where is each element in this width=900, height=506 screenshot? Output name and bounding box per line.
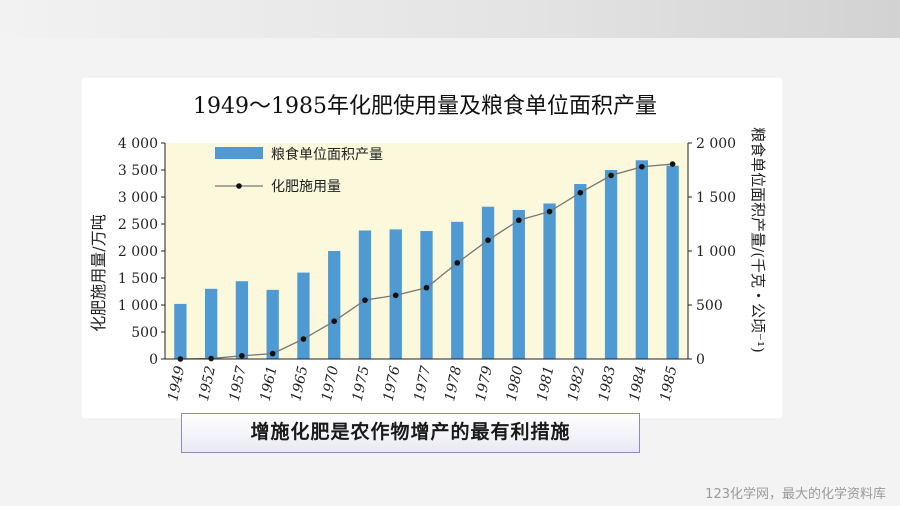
left-tick-label: 3 000 xyxy=(118,190,158,206)
point-fertilizer-1970 xyxy=(331,318,338,325)
x-tick-label: 1976 xyxy=(381,364,404,402)
bar-grain-yield-1965 xyxy=(297,272,310,359)
bar-grain-yield-1983 xyxy=(604,170,618,359)
left-tick-label: 500 xyxy=(131,325,158,341)
bar-grain-yield-1978 xyxy=(451,221,464,359)
x-tick-label: 1977 xyxy=(411,364,434,402)
point-fertilizer-1981 xyxy=(546,208,553,215)
right-tick-label: 1 500 xyxy=(696,190,736,206)
bar-grain-yield-1975 xyxy=(358,230,372,359)
point-fertilizer-1978 xyxy=(454,260,461,266)
bar-grain-yield-1985 xyxy=(666,165,679,359)
bars-group xyxy=(174,160,679,359)
left-tick-label: 1 000 xyxy=(118,298,158,314)
point-fertilizer-1979 xyxy=(485,237,491,243)
x-tick-label: 1978 xyxy=(442,364,465,402)
left-tick-label: 1 500 xyxy=(118,271,158,287)
x-tick-label: 1985 xyxy=(657,364,680,402)
x-tick-label: 1957 xyxy=(227,364,250,402)
point-fertilizer-1984 xyxy=(639,163,645,170)
x-tick-label: 1983 xyxy=(596,364,619,402)
x-tick-label: 1979 xyxy=(473,364,496,402)
bar-grain-yield-1970 xyxy=(328,251,341,359)
right-tick-label: 1 000 xyxy=(696,244,736,260)
bar-grain-yield-1949 xyxy=(174,303,187,359)
x-tick-label: 1970 xyxy=(319,364,342,402)
point-fertilizer-1961 xyxy=(269,350,276,357)
x-tick-label: 1952 xyxy=(196,364,219,402)
point-fertilizer-1982 xyxy=(577,189,584,196)
bar-grain-yield-1982 xyxy=(574,184,587,359)
point-fertilizer-1957 xyxy=(239,352,245,359)
bar-grain-yield-1984 xyxy=(635,160,649,359)
x-tick-label: 1980 xyxy=(504,364,527,402)
bar-grain-yield-1980 xyxy=(512,209,525,359)
left-tick-label: 3 500 xyxy=(118,163,158,179)
point-fertilizer-1980 xyxy=(515,217,522,224)
point-fertilizer-1975 xyxy=(362,297,368,303)
bar-grain-yield-1979 xyxy=(481,206,495,359)
x-tick-label: 1982 xyxy=(565,364,588,402)
right-tick-label: 500 xyxy=(696,298,723,314)
point-fertilizer-1983 xyxy=(608,172,614,179)
left-tick-label: 0 xyxy=(149,352,158,368)
axes-group: 0 500 1 000 1 500 2 000 2 500 3 000 3 500 4 000 0… xyxy=(89,127,767,403)
x-tick-label: 1961 xyxy=(258,365,281,403)
point-fertilizer-1985 xyxy=(669,161,676,167)
bar-grain-yield-1957 xyxy=(235,281,249,359)
legend-swatch-marker xyxy=(236,183,242,189)
bar-grain-yield-1981 xyxy=(543,203,556,359)
bar-grain-yield-1977 xyxy=(420,231,433,359)
bar-grain-yield-1961 xyxy=(266,289,279,359)
conclusion-callout: 增施化肥是农作物增产的最有利措施 xyxy=(181,413,640,453)
legend-label-line: 化肥施用量 xyxy=(271,179,341,195)
x-tick-label: 1981 xyxy=(534,365,557,403)
left-tick-label: 2 500 xyxy=(118,217,158,233)
chart-title: 1949～1985年化肥使用量及粮食单位面积产量 xyxy=(193,94,657,119)
point-fertilizer-1965 xyxy=(300,336,307,342)
x-tick-label: 1965 xyxy=(288,364,311,402)
footer-watermark-text: 123化学网，最大的化学资料库 xyxy=(705,487,886,502)
legend-swatch-bar xyxy=(215,147,263,159)
slide-top-band xyxy=(0,0,900,38)
left-tick-label: 4 000 xyxy=(118,136,158,152)
point-fertilizer-1976 xyxy=(392,292,399,299)
right-tick-label: 2 000 xyxy=(696,136,736,152)
x-tick-label: 1984 xyxy=(627,365,650,403)
bar-grain-yield-1952 xyxy=(204,288,218,359)
left-axis-title: 化肥施用量/万吨 xyxy=(89,214,108,331)
x-tick-label: 1975 xyxy=(350,364,373,402)
point-fertilizer-1977 xyxy=(423,284,430,291)
left-tick-label: 2 000 xyxy=(118,244,158,260)
x-tick-label: 1949 xyxy=(165,364,188,402)
legend-label-bar: 粮食单位面积产量 xyxy=(271,146,383,163)
right-axis-title: 粮食单位面积产量/(千克・公顷⁻¹) xyxy=(749,127,767,353)
right-tick-label: 0 xyxy=(696,352,705,368)
line-group xyxy=(177,161,676,362)
